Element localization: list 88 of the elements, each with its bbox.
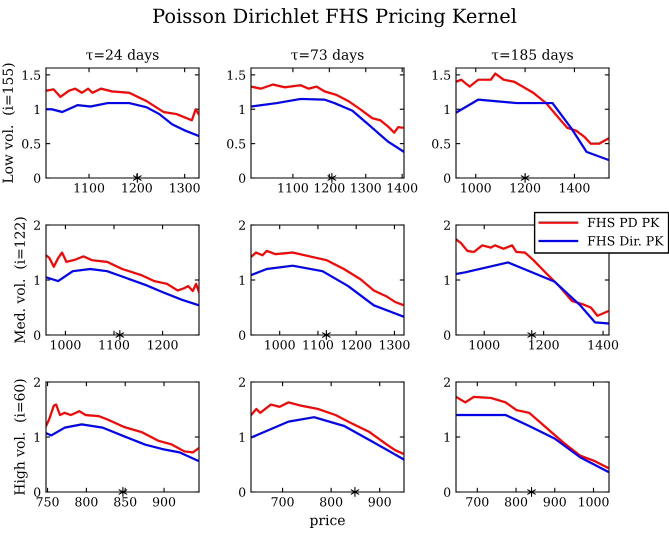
y-tick-label: 1 [34,104,40,114]
line-series [456,98,609,162]
y-tick-label: 1 [34,432,40,442]
line-series [251,416,404,461]
y-tick-label: 0 [34,330,40,340]
x-tick-label: 850 [114,497,136,507]
y-tick-label: 0 [239,173,246,183]
y-tick-label: 0 [34,487,40,497]
x-tick-label: 1100 [100,340,130,350]
y-tick-label: 1 [240,432,244,442]
x-tick-label: 700 [466,497,488,507]
text: Poisson Dirichlet FHS Pricing Kernel [153,8,516,28]
line-series [46,423,199,462]
y-tick-label: 0.5 [227,139,246,149]
x-tick-label: 1200 [148,340,178,350]
y-tick-label: 2 [34,220,40,230]
x-tick-label: 1000 [470,340,500,350]
y-tick-label: 1 [444,275,450,285]
y-tick-label: 2 [239,377,245,387]
y-tick-label: 1 [34,275,40,285]
line-series [46,102,199,138]
y-tick-label: 1 [240,104,244,114]
line-series [251,250,404,306]
x-tick-label: 1100 [304,340,334,350]
y-tick-label: 0 [34,173,40,183]
x-tick-label: 1300 [351,183,381,193]
x-tick-label: 1400 [388,183,418,193]
x-tick-label: 900 [152,497,176,507]
line-series [456,72,609,145]
chart-title: τ=185 days [492,49,573,63]
x-tick-label: 1300 [380,340,410,350]
x-tick-label: 1200 [122,183,152,193]
x-tick-label: 1000 [579,497,609,507]
x-tick-label: 1300 [170,183,200,193]
y-tick-label: 0 [239,330,246,340]
y-tick-label: 1 [444,104,450,114]
line-series [251,401,404,456]
y-tick-label: 2 [444,220,450,230]
chart-title: τ=24 days [86,49,159,63]
y-tick-label: 0 [444,487,450,497]
x-tick-label: 1200 [342,340,372,350]
x-tick-label: 1000 [265,340,295,350]
x-tick-label: 1100 [278,183,308,193]
line-series [251,83,404,134]
x-tick-label: 1000 [461,183,491,193]
x-tick-label: 750 [36,497,59,507]
line-series [251,264,404,318]
line-series [46,88,199,122]
y-tick-label: 2 [34,377,40,387]
x-tick-label: 900 [368,497,391,507]
x-tick-label: 800 [320,497,342,507]
y-tick-label: 1 [444,432,450,442]
line-series [251,98,404,153]
x-tick-label: 900 [544,497,566,507]
y-tick-label: 0.5 [432,139,450,149]
y-tick-label: 0 [444,173,450,183]
line-series [456,261,609,325]
x-tick-label: 800 [75,497,98,507]
y-tick-label: 2 [444,377,450,387]
x-tick-label: 1200 [314,183,344,193]
line-series [46,268,199,306]
y-tick-label: 0 [239,487,246,497]
y-tick-label: 2 [239,220,245,230]
x-tick-label: 1400 [560,183,590,193]
legend-label: FHS Dir. PK [588,236,664,246]
y-axis-title: High vol. (i=60) [14,379,28,495]
y-tick-label: 1.5 [22,70,40,80]
y-axis-title: Med. vol. (i=122) [14,217,27,344]
x-tick-label: 1200 [510,183,540,193]
y-tick-label: 1.5 [228,70,246,80]
line-series [456,396,609,470]
line-series [456,414,609,474]
y-tick-label: 0 [444,330,450,340]
y-tick-label: 1 [240,275,244,285]
x-tick-label: 1200 [529,340,559,350]
x-tick-label: 1000 [51,340,81,350]
line-series [46,403,199,454]
legend-label: FHS PD PK [588,218,660,228]
x-tick-label: 700 [272,497,294,507]
x-tick-label: 800 [504,497,528,507]
line-series [46,251,199,294]
y-axis-title: Low vol. (i=155) [2,63,15,183]
x-tick-label: 1100 [74,183,104,193]
chart-title: τ=73 days [291,49,364,63]
x-tick-label: 1400 [588,340,618,350]
y-tick-label: 0.5 [22,139,40,149]
y-tick-label: 1.5 [432,70,450,80]
x-axis-title: price [310,514,345,528]
